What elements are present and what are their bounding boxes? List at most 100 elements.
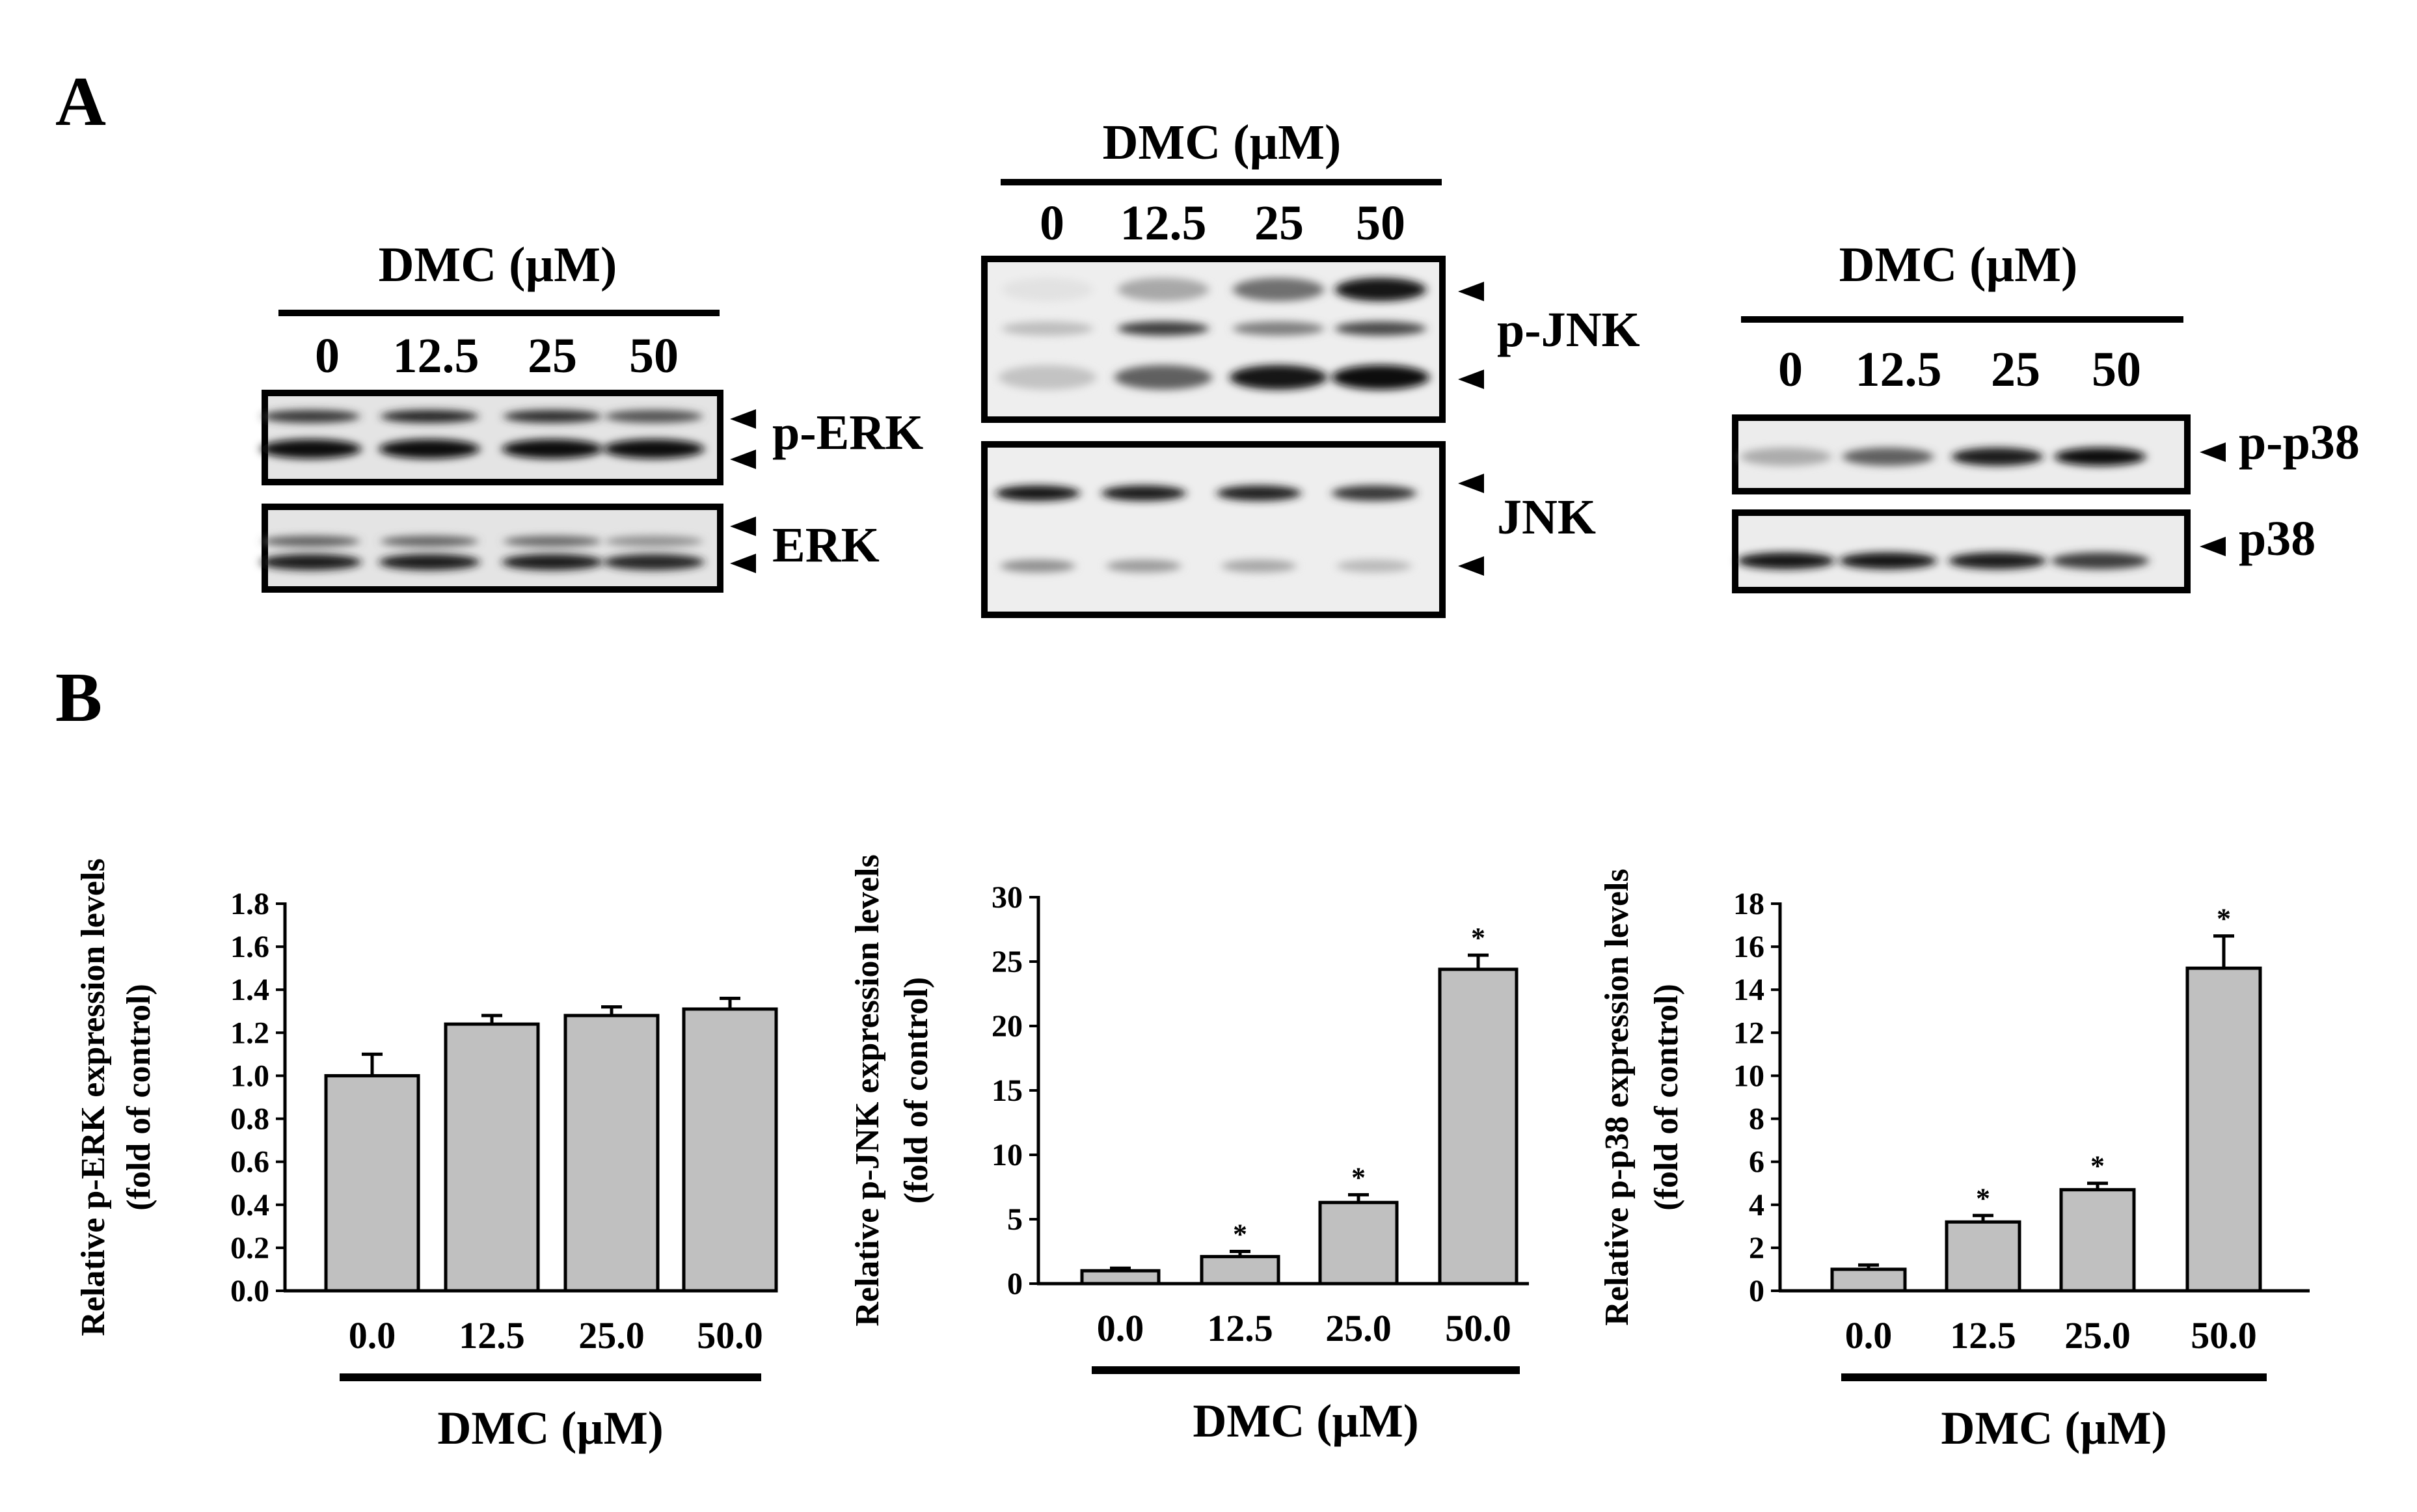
lane-label: 12.5	[1856, 342, 1942, 397]
band-arrow-icon	[730, 554, 756, 573]
blot-erk: DMC (µM) 0 12.5 25 50 p-ERK ERK	[260, 237, 923, 593]
blot-band-row	[1002, 278, 1426, 301]
x-axis-label: DMC (µM)	[1193, 1395, 1418, 1447]
blot-band	[2051, 552, 2149, 569]
blot-label-p-erk: p-ERK	[772, 405, 923, 460]
panel-label-a: A	[55, 63, 106, 141]
blot-band	[1952, 448, 2043, 466]
blot-band	[379, 554, 480, 571]
x-tick-label: 25.0	[2064, 1314, 2131, 1357]
blot-band	[1335, 278, 1426, 301]
lane-label: 50	[629, 329, 679, 383]
band-arrow-icon	[1458, 474, 1484, 493]
y-tick-label: 0.2	[230, 1231, 269, 1265]
y-tick-label: 0.6	[230, 1145, 269, 1180]
significance-star: *	[2090, 1150, 2105, 1182]
band-arrow-icon	[730, 450, 756, 469]
y-tick-label: 10	[1733, 1059, 1764, 1093]
blot-band	[1332, 365, 1429, 390]
blot-band	[1000, 560, 1075, 573]
blot-jnk: DMC (µM) 0 12.5 25 50 p-JNK JNK	[981, 115, 1640, 618]
bar	[1945, 1220, 2021, 1293]
significance-star: *	[1471, 922, 1485, 954]
bar-chart-p-erk: 0.0 0.2 0.4 0.6 0.8 1.0 1.2 1.4 1.6 1.8 0.0 12.5 25.…	[75, 858, 778, 1454]
y-tick-label: 14	[1733, 973, 1764, 1007]
x-tick-label: 0.0	[1845, 1314, 1893, 1357]
blot-band	[1233, 321, 1324, 336]
band-arrow-icon	[730, 517, 756, 536]
bar	[2185, 966, 2262, 1293]
blot-band	[1737, 552, 1835, 569]
blot-band-row	[1740, 448, 2146, 466]
blot-band	[603, 439, 705, 459]
y-tick-label: 8	[1749, 1102, 1764, 1137]
blot-band	[381, 535, 478, 547]
blot-band	[381, 410, 478, 423]
x-tick-label: 25.0	[1325, 1307, 1392, 1349]
bar-chart-p-p38: 0 2 4 6 8 10 12 14 16 18 0.0 * 12.5 * 25.0 * 50.0 DMC (µM…	[1599, 869, 2310, 1454]
significance-star: *	[1976, 1182, 1990, 1214]
x-tick-label: 50.0	[1445, 1307, 1511, 1349]
x-tick-label: 25.0	[578, 1314, 645, 1357]
y-tick-label: 1.2	[230, 1016, 269, 1050]
y-tick-label: 0	[1749, 1274, 1764, 1308]
bar-chart-p-jnk: 0 5 10 15 20 25 30 0.0 * 12.5 * 25.0 * 50.0 DMC (µM) Re…	[849, 854, 1529, 1447]
x-axis-label: DMC (µM)	[1941, 1402, 2167, 1454]
lane-label: 50	[1356, 196, 1405, 250]
bar	[1200, 1254, 1280, 1286]
blot-band	[1002, 321, 1093, 336]
blot-band	[603, 554, 705, 571]
bar	[563, 1014, 660, 1293]
y-tick-label: 20	[992, 1009, 1023, 1044]
bar	[1080, 1269, 1161, 1286]
blot-band	[1740, 448, 1831, 466]
blot-band	[995, 485, 1080, 501]
lane-label: 12.5	[393, 329, 479, 383]
blot-band-row	[260, 554, 705, 571]
blot-band	[262, 410, 360, 423]
lane-label: 25	[1991, 342, 2040, 397]
lane-label: 0	[315, 329, 340, 383]
blot-label-p38: p38	[2239, 511, 2316, 566]
blot-band	[1332, 485, 1416, 501]
blot-band	[1118, 278, 1209, 301]
y-tick-label: 12	[1733, 1016, 1764, 1050]
blot-band-row	[262, 410, 703, 423]
blot-band	[1221, 560, 1297, 573]
y-tick-label: 4	[1749, 1188, 1764, 1222]
blot-box-jnk	[981, 441, 1446, 618]
band-arrow-icon	[2200, 537, 2226, 556]
blot-label-erk: ERK	[772, 518, 880, 573]
blot-band	[2055, 448, 2146, 466]
y-tick-label: 10	[992, 1138, 1023, 1172]
blot-band	[1843, 448, 1934, 466]
y-tick-label: 1.4	[230, 973, 269, 1007]
blot-band	[1217, 485, 1301, 501]
bar	[2059, 1188, 2136, 1293]
blot-p38: DMC (µM) 0 12.5 25 50 p-p38 p38	[1732, 237, 2360, 593]
x-tick-label: 12.5	[459, 1314, 525, 1357]
y-tick-label: 30	[992, 880, 1023, 915]
y-tick-label: 0.4	[230, 1188, 269, 1222]
blot-box-frame	[262, 390, 723, 485]
y-tick-label: 0.0	[230, 1274, 269, 1308]
y-axis-label: Relative p-JNK expression levels	[849, 854, 886, 1327]
lane-label: 25	[528, 329, 577, 383]
x-tick-label: 50.0	[697, 1314, 763, 1357]
blot-box-frame	[1732, 509, 2191, 593]
blot-band	[1949, 552, 2046, 569]
x-tick-label: 0.0	[1097, 1307, 1144, 1349]
blot-band	[1230, 365, 1327, 390]
blot-label-p-p38: p-p38	[2239, 415, 2360, 470]
y-axis-label: Relative p-ERK expression levels	[75, 858, 112, 1336]
blot-band	[502, 439, 603, 459]
blot-band-row	[262, 535, 703, 547]
blot-box-p-p38	[1732, 414, 2191, 494]
blot-band	[1839, 552, 1937, 569]
blot-band-row	[999, 365, 1429, 390]
blot-box-p38	[1732, 509, 2191, 593]
band-arrow-icon	[1458, 556, 1484, 576]
significance-star: *	[2217, 903, 2231, 935]
bar	[324, 1073, 420, 1293]
